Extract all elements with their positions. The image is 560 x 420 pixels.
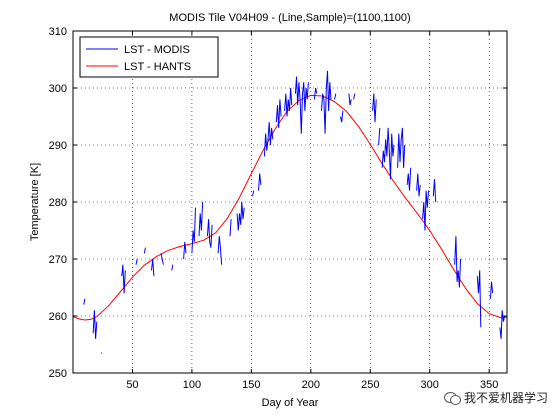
series-segment-lst-modis xyxy=(476,270,482,328)
y-tick-label: 280 xyxy=(49,197,67,209)
series-segment-lst-modis xyxy=(229,219,232,237)
series-segment-lst-modis xyxy=(378,127,381,146)
series-segment-lst-modis xyxy=(151,258,155,277)
y-tick-label: 290 xyxy=(49,140,67,152)
gridlines xyxy=(73,31,507,373)
legend: LST - MODIS LST - HANTS xyxy=(79,36,219,78)
series-segment-lst-modis xyxy=(432,179,437,203)
series-segment-lst-modis xyxy=(489,281,494,299)
series-segment-lst-modis xyxy=(499,310,506,339)
y-tick-label: 300 xyxy=(49,83,67,95)
series-segment-lst-modis xyxy=(236,201,245,231)
series-line-lst-hants xyxy=(73,94,507,321)
series-segment-lst-modis xyxy=(294,76,309,134)
chart-title: MODIS Tile V04H09 - (Line,Sample)=(1100,… xyxy=(169,12,410,24)
series-segment-lst-modis xyxy=(183,241,187,260)
series-segment-lst-modis xyxy=(381,127,395,180)
series-segment-lst-modis xyxy=(313,87,318,100)
x-tick-label: 150 xyxy=(242,379,260,391)
series-segment-lst-modis xyxy=(416,173,421,197)
series-segment-lst-modis xyxy=(143,247,146,254)
x-tick-label: 300 xyxy=(421,379,439,391)
watermark-text: 我不爱机器学习 xyxy=(463,391,548,405)
series-layer xyxy=(73,70,507,354)
series-segment-lst-modis xyxy=(321,70,332,134)
series-segment-lst-modis xyxy=(397,127,406,168)
series-segment-lst-modis xyxy=(263,122,274,157)
series-segment-lst-modis xyxy=(160,253,164,265)
axis-ticks: 50 100 150 200 250 300 350 250 260 270 280 290 300 31… xyxy=(49,26,507,391)
series-segment-lst-modis xyxy=(454,236,462,288)
series-segment-lst-modis xyxy=(252,190,255,197)
x-tick-label: 350 xyxy=(480,379,498,391)
wechat-icon xyxy=(443,391,461,405)
series-segment-lst-modis xyxy=(406,167,412,191)
x-axis-label: Day of Year xyxy=(262,397,319,409)
series-segment-lst-modis xyxy=(275,99,282,128)
x-tick-label: 200 xyxy=(302,379,320,391)
series-segment-lst-modis xyxy=(206,219,213,248)
series-segment-lst-modis xyxy=(284,87,293,117)
legend-label-hants: LST - HANTS xyxy=(124,61,191,73)
legend-label-modis: LST - MODIS xyxy=(124,44,190,56)
series-segment-lst-modis xyxy=(422,190,429,231)
y-tick-label: 250 xyxy=(49,368,67,380)
y-axis-label: Temperature [K] xyxy=(29,163,41,241)
legend-box xyxy=(79,36,219,78)
series-segment-lst-modis xyxy=(353,93,356,100)
series-segment-lst-modis xyxy=(340,110,344,123)
series-segment-lst-modis xyxy=(171,264,174,271)
series-segment-lst-modis xyxy=(135,258,138,265)
x-tick-label: 50 xyxy=(126,379,138,391)
x-tick-label: 250 xyxy=(361,379,379,391)
y-tick-label: 260 xyxy=(49,311,67,323)
series-segment-lst-modis xyxy=(334,93,337,100)
y-tick-label: 270 xyxy=(49,254,67,266)
series-segment-lst-modis xyxy=(198,201,204,237)
y-tick-label: 310 xyxy=(49,26,67,38)
series-segment-lst-modis xyxy=(372,93,377,123)
watermark: 我不爱机器学习 xyxy=(443,389,548,406)
x-tick-label: 100 xyxy=(183,379,201,391)
series-segment-lst-modis xyxy=(92,310,98,339)
series-segment-lst-modis xyxy=(217,236,223,265)
series-segment-lst-modis xyxy=(121,264,126,294)
series-segment-lst-modis xyxy=(258,173,262,191)
series-segment-lst-modis xyxy=(348,93,352,106)
series-segment-lst-modis xyxy=(83,298,86,305)
series-segment-lst-modis xyxy=(191,207,196,254)
